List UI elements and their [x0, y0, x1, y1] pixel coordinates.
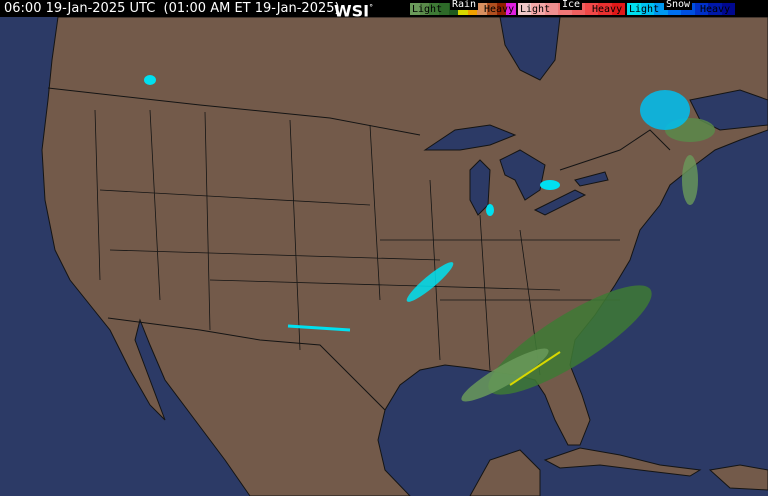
rain-legend-swatch: [477, 3, 487, 15]
ice-legend-swatch: [598, 3, 612, 15]
us-mexico-border: [107, 317, 386, 411]
rain-legend-swatch: [438, 3, 449, 15]
snow-arkansas: [406, 262, 454, 302]
ice-legend-swatch: [584, 3, 599, 15]
map-canvas: [0, 17, 768, 496]
snow-montana: [144, 75, 156, 85]
us-canada-border: [47, 87, 671, 171]
rain-band-gulf: [461, 348, 549, 402]
rain-legend-swatch: [419, 3, 430, 15]
rain-legend-swatch: [496, 3, 507, 15]
wsi-logo: WSI°: [334, 1, 374, 21]
borders: [47, 87, 671, 411]
ice-legend-swatch: [518, 3, 532, 15]
legend-snow-light: Light: [629, 4, 660, 15]
snow-legend-swatch: [721, 3, 735, 15]
great-lakes: [423, 17, 768, 216]
snow-michigan: [486, 204, 494, 216]
rain-legend-swatch: [487, 3, 497, 15]
header-bar: 06:00 19-Jan-2025 UTC (01:00 AM ET 19-Ja…: [0, 0, 768, 21]
legend-rain-heavy: Heavy: [484, 4, 515, 15]
yucatan: [469, 449, 541, 496]
lake-huron: [499, 149, 546, 201]
cuba: [543, 447, 702, 477]
ice-legend-swatch: [544, 3, 559, 15]
legend-snow-title: Snow: [664, 0, 693, 10]
legend-ice-light: Light: [520, 4, 551, 15]
legend-ice-title: Ice: [560, 0, 583, 10]
timestamp: 06:00 19-Jan-2025 UTC (01:00 AM ET 19-Ja…: [4, 1, 340, 16]
precipitation-overlay: [144, 75, 715, 402]
snow-great-lakes: [540, 180, 560, 190]
rain-legend-swatch: [429, 3, 439, 15]
lake-ontario: [574, 171, 609, 187]
ice-legend-swatch: [611, 3, 625, 15]
north-america-landmass: [41, 17, 768, 496]
snow-legend-swatch: [708, 3, 722, 15]
lake-superior: [423, 124, 517, 151]
legend-rain-light: Light: [412, 4, 443, 15]
snow-oklahoma-line: [287, 324, 351, 332]
rain-new-england: [682, 155, 698, 205]
snow-legend-swatch: [640, 3, 654, 15]
hudson-bay-south: [499, 17, 561, 81]
legend-ice-heavy: Heavy: [592, 4, 623, 15]
legend-rain-title: Rain: [450, 0, 479, 10]
state-lines: [94, 109, 620, 376]
rain-heavy-line: [509, 351, 561, 386]
hispaniola: [708, 464, 768, 491]
snow-legend-swatch: [627, 3, 641, 15]
snow-quebec: [640, 90, 690, 130]
legend-snow-heavy: Heavy: [700, 4, 731, 15]
lake-erie: [533, 189, 587, 216]
rain-legend-swatch: [410, 3, 420, 15]
snow-legend-swatch: [694, 3, 708, 15]
ice-legend-swatch: [531, 3, 545, 15]
rain-legend-swatch: [506, 3, 516, 15]
